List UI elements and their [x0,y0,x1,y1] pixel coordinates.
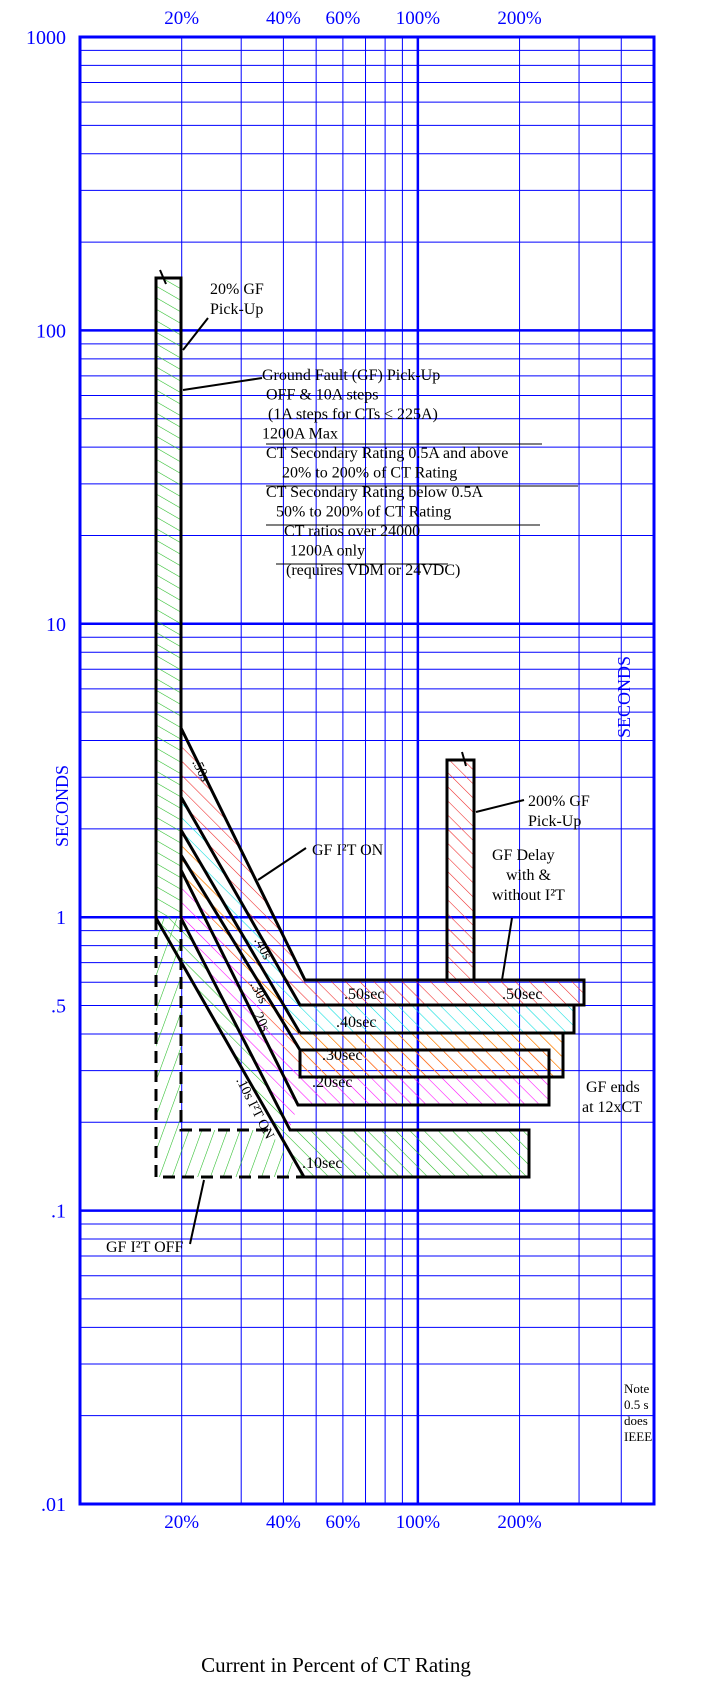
y-tick-labels: 1000 100 10 1 .5 .1 .01 [26,27,66,1516]
y-axis-title-right: SECONDS [614,656,634,738]
x-tick-label: 40% [266,8,301,29]
annotation-text: CT Secondary Rating 0.5A and above [266,445,508,462]
x-tick-label: 200% [497,1512,542,1533]
delay-bands [155,278,584,1177]
annotation-text: CT ratios over 24000 [284,523,420,540]
band-label: .30sec [322,1047,362,1064]
band-label: .10sec [302,1155,342,1172]
y-axis-title-left: SECONDS [52,765,72,847]
arrow-gf-pickup [182,377,263,391]
plot-frame [78,35,656,1506]
pickup-200-outline [445,758,476,980]
x-tick-label: 100% [396,8,441,29]
annotation-text: 200% GF [528,793,590,810]
annotation-text: IEEE [624,1429,652,1444]
arrow-i2t-on [257,847,307,881]
y-tick-label: .01 [41,1494,66,1516]
y-tick-label: 10 [46,614,66,636]
annotation-text: without I²T [492,887,565,904]
annotation-text: 1200A only [290,543,365,560]
band-30sec-fill-2 [181,830,563,1077]
annotation-text: 20% GF [210,281,264,298]
outline-lower [154,917,531,1179]
annotation-text: (1A steps for CTs ≤ 225A) [268,406,438,423]
pickup-20-fill [155,278,181,918]
annotation-text: 1200A Max [262,426,338,443]
x-tick-label: 20% [164,8,199,29]
annotation-text: 50% to 200% of CT Rating [276,504,451,521]
y-tick-label: 100 [36,320,66,342]
y-tick-label: 1000 [26,27,66,49]
annotation-text: Note [624,1381,650,1396]
y-tick-label: .1 [51,1201,66,1223]
annotation-text: Pick-Up [528,813,581,830]
outline-30sec-slope [179,829,302,1034]
annotation-text: Ground Fault (GF) Pick-Up [262,367,440,384]
y-tick-label: .5 [51,996,66,1018]
x-tick-label: 40% [266,1512,301,1533]
x-tick-label: 100% [396,1512,441,1533]
pickup-200-fill [447,760,474,980]
outline-50sec [179,727,586,1007]
x-tick-label: 20% [164,1512,199,1533]
band-40sec-fill [181,797,574,1033]
i2t-off-outline [154,918,304,1179]
arrow-gf-delay [501,917,513,981]
y-tick-label: 1 [56,907,66,929]
arrow-i2t-off [189,1179,205,1245]
annotation-text: GF ends [586,1079,640,1096]
band-label: .50sec [344,986,384,1003]
annotation-text: 0.5 s [624,1397,649,1412]
x-tick-label: 60% [325,8,360,29]
annotation-text: GF I²T OFF [106,1239,184,1256]
annotation-text: 20% to 200% of CT Rating [282,465,457,482]
annotation-text: with & [506,867,551,884]
x-tick-label: 200% [497,8,542,29]
annotation-text: OFF & 10A steps [266,387,378,404]
band-label: .40sec [336,1014,376,1031]
arrow-200-pickup [475,799,525,813]
arrow-20-pickup [182,317,209,351]
pickup-20-outline [154,276,183,918]
annotation-text: does [624,1413,648,1428]
band-label: .50sec [502,986,542,1003]
annotation-text: CT Secondary Rating below 0.5A [266,484,483,501]
band-label: .20sec [312,1074,352,1091]
annotation-text: at 12xCT [582,1099,642,1116]
band-outlines [154,269,586,1179]
break-mark-top [159,269,467,767]
x-tick-label: 60% [325,1512,360,1533]
annotation-text: GF I²T ON [312,842,384,859]
annotation-text: Pick-Up [210,301,263,318]
annotation-text: (requires VDM or 24VDC) [286,562,460,579]
annotation-arrows [182,317,525,1245]
x-tick-labels: 20% 20% 40% 40% 60% 60% 100% 100% 200% 200% [164,8,542,1533]
annotation-text: GF Delay [492,847,555,864]
x-axis-title: Current in Percent of CT Rating [201,1653,471,1677]
